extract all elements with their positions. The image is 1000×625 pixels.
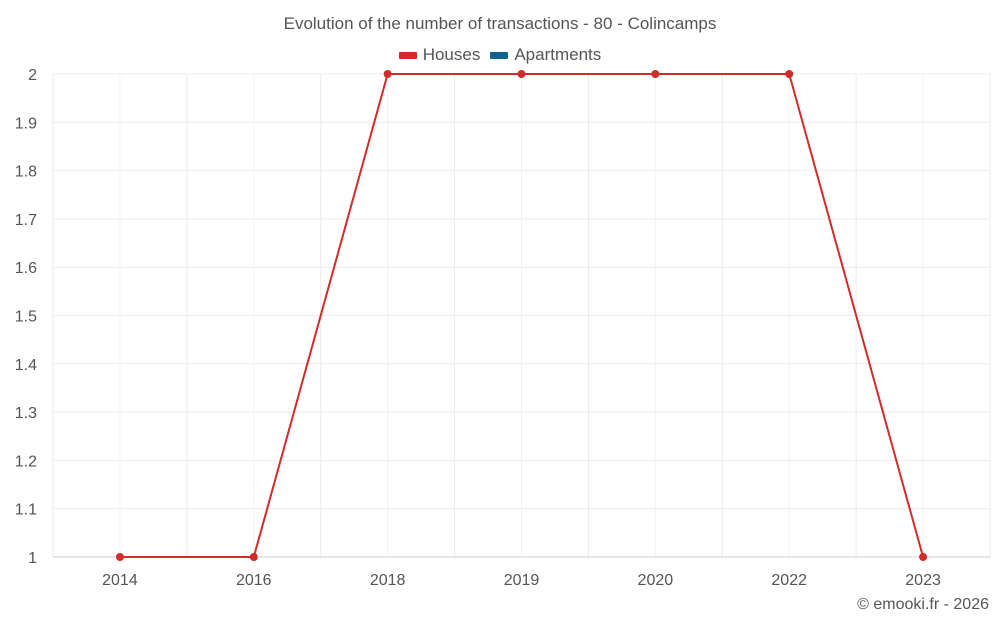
y-tick-label: 1.9 [15, 115, 37, 132]
y-tick-label: 1.7 [15, 212, 37, 229]
y-tick-label: 1.6 [15, 260, 37, 277]
chart-title: Evolution of the number of transactions … [283, 14, 717, 33]
data-point-houses-2016[interactable] [249, 553, 258, 561]
legend-item-houses[interactable]: Houses [398, 45, 481, 65]
y-tick-label: 1.4 [15, 357, 37, 374]
y-tick-label: 1.3 [15, 405, 37, 422]
x-tick-label: 2018 [370, 572, 406, 589]
y-tick-label: 1 [28, 550, 37, 567]
x-tick-label: 2014 [102, 572, 138, 589]
data-point-houses-2020[interactable] [651, 70, 660, 78]
data-point-houses-2023[interactable] [919, 553, 928, 561]
x-tick-label: 2023 [905, 572, 941, 589]
y-tick-label: 1.8 [15, 164, 37, 181]
data-point-houses-2014[interactable] [115, 553, 124, 561]
y-tick-label: 1.2 [15, 453, 37, 470]
legend-item-apartments[interactable]: Apartments [490, 45, 601, 65]
y-tick-labels: 1 1.1 1.2 1.3 1.4 1.5 1.6 1.7 1.8 1.9 2 [15, 67, 37, 567]
legend-swatch-apartments [490, 51, 509, 59]
series-points [115, 70, 928, 561]
x-tick-label: 2022 [771, 572, 807, 589]
y-tick-label: 1.5 [15, 309, 37, 326]
y-tick-label: 1.1 [15, 502, 37, 519]
legend-label-apartments: Apartments [514, 45, 602, 64]
x-gridlines [52, 74, 991, 557]
x-tick-label: 2019 [504, 572, 540, 589]
data-point-houses-2018[interactable] [383, 70, 392, 78]
legend-label-houses: Houses [422, 45, 481, 64]
x-tick-label: 2020 [638, 572, 674, 589]
y-tick-label: 2 [28, 67, 37, 84]
data-point-houses-2019[interactable] [517, 70, 526, 78]
data-point-houses-2022[interactable] [785, 70, 794, 78]
credit-text: © emooki.fr - 2026 [857, 596, 989, 613]
legend: Houses Apartments [0, 45, 1000, 65]
legend-swatch-houses [398, 51, 417, 59]
x-tick-labels: 2014 2016 2018 2019 2020 2022 2023 [102, 572, 941, 589]
x-tick-label: 2016 [236, 572, 272, 589]
